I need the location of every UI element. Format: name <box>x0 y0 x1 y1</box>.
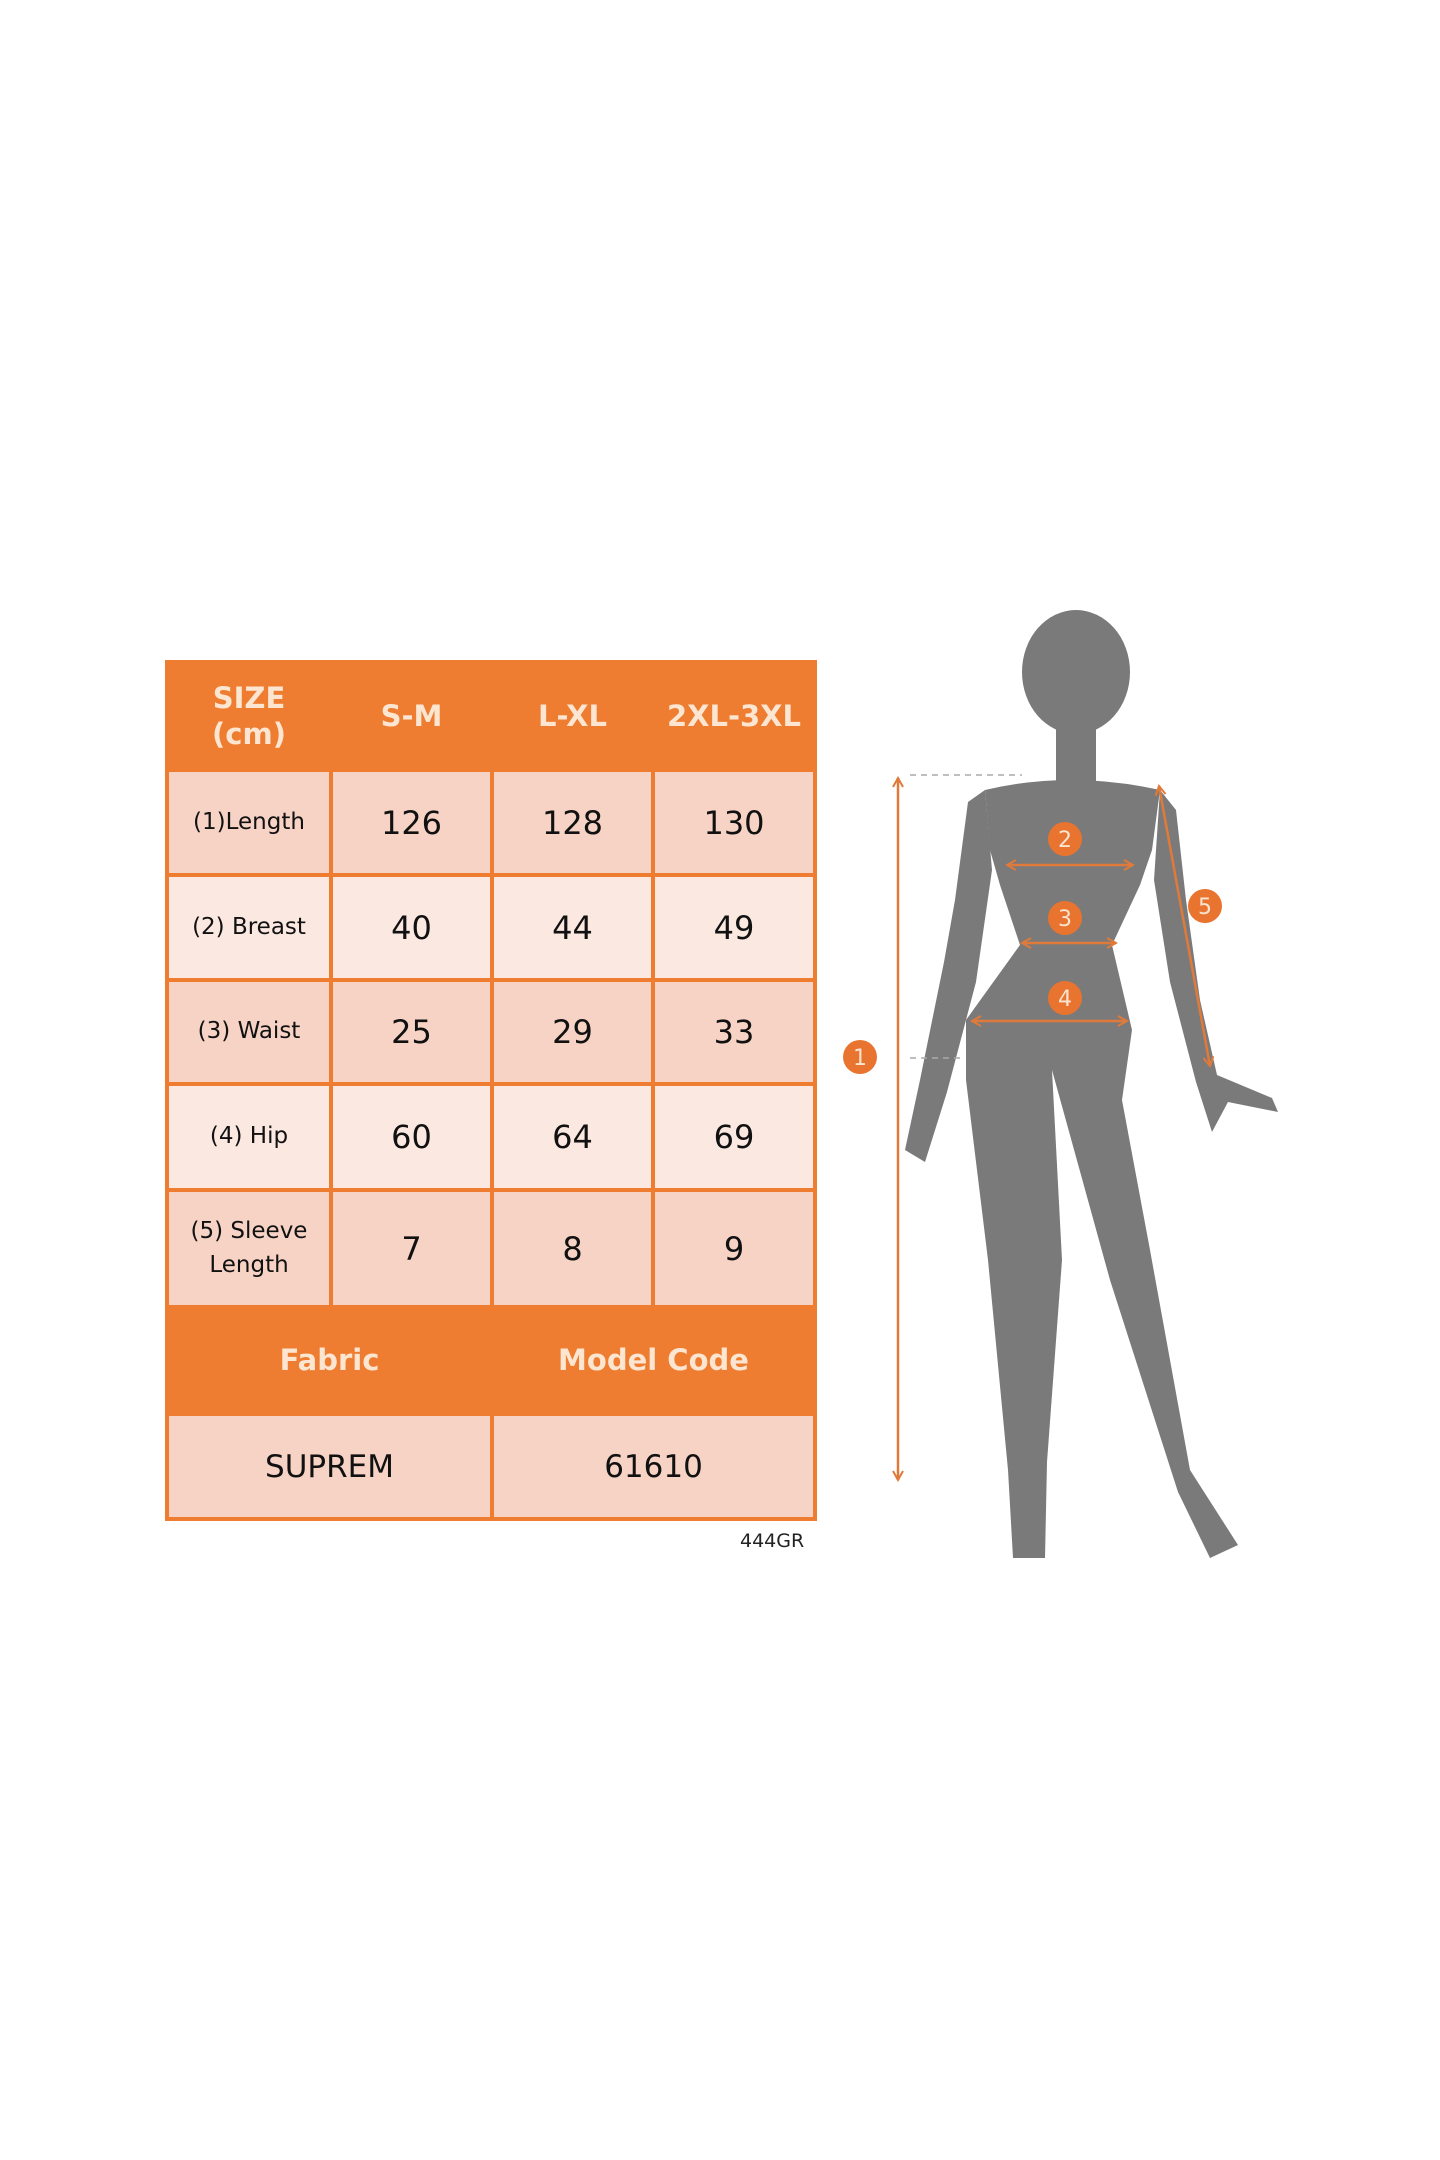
guide-lines <box>910 774 1022 1059</box>
row-label-line: Length <box>209 1251 289 1278</box>
size-column-header: L-XL <box>490 660 655 772</box>
row-label: (5) Sleeve Length <box>165 1188 333 1309</box>
table-row: (5) Sleeve Length 7 8 9 <box>165 1188 817 1309</box>
table-cell: 49 <box>651 873 817 982</box>
model-code-header: Model Code <box>490 1305 817 1416</box>
row-label: (2) Breast <box>165 873 333 982</box>
row-label: (3) Waist <box>165 978 333 1086</box>
sleeve-arrow <box>1159 786 1210 1066</box>
svg-text:3: 3 <box>1058 907 1072 932</box>
svg-text:1: 1 <box>853 1046 867 1071</box>
size-column-header: 2XL-3XL <box>651 660 817 772</box>
footer-value-row: SUPREM 61610 <box>165 1412 817 1521</box>
table-cell: 33 <box>651 978 817 1086</box>
code-note: 444GR <box>740 1530 805 1552</box>
marker-5-icon: 5 <box>1188 889 1222 923</box>
table-cell: 126 <box>329 768 494 877</box>
fabric-header: Fabric <box>165 1305 494 1416</box>
measurement-arrows <box>898 778 1210 1480</box>
marker-1-icon: 1 <box>843 1040 877 1074</box>
table-cell: 64 <box>490 1082 655 1192</box>
table-cell: 44 <box>490 873 655 982</box>
row-label-line: (5) Sleeve <box>190 1218 308 1245</box>
table-cell: 60 <box>329 1082 494 1192</box>
table-cell: 9 <box>651 1188 817 1309</box>
size-column-header: S-M <box>329 660 494 772</box>
size-label: SIZE <box>212 680 286 715</box>
svg-text:4: 4 <box>1058 987 1072 1012</box>
table-cell: 130 <box>651 768 817 877</box>
table-cell: 8 <box>490 1188 655 1309</box>
marker-3-icon: 3 <box>1048 901 1082 935</box>
footer-header-row: Fabric Model Code <box>165 1305 817 1416</box>
unit-label: (cm) <box>212 717 286 751</box>
row-label: (4) Hip <box>165 1082 333 1192</box>
header-row: SIZE (cm) S-M L-XL 2XL-3XL <box>165 660 817 772</box>
marker-4-icon: 4 <box>1048 981 1082 1015</box>
measurement-markers: 1 2 3 4 5 <box>843 822 1222 1074</box>
size-header-cell: SIZE (cm) <box>165 660 333 772</box>
silhouette-icon <box>905 610 1278 1558</box>
table-cell: 25 <box>329 978 494 1086</box>
table-cell: 128 <box>490 768 655 877</box>
row-label: (1)Length <box>165 768 333 877</box>
marker-2-icon: 2 <box>1048 822 1082 856</box>
table-cell: 29 <box>490 978 655 1086</box>
svg-text:2: 2 <box>1058 828 1072 853</box>
table-cell: 7 <box>329 1188 494 1309</box>
model-code-value: 61610 <box>490 1412 817 1521</box>
table-row: (2) Breast 40 44 49 <box>165 873 817 982</box>
svg-text:5: 5 <box>1198 895 1212 920</box>
table-row: (1)Length 126 128 130 <box>165 768 817 877</box>
fabric-value: SUPREM <box>165 1412 494 1521</box>
table-cell: 40 <box>329 873 494 982</box>
table-row: (4) Hip 60 64 69 <box>165 1082 817 1192</box>
table-row: (3) Waist 25 29 33 <box>165 978 817 1086</box>
table-cell: 69 <box>651 1082 817 1192</box>
size-chart-table: SIZE (cm) S-M L-XL 2XL-3XL (1)Length 126 … <box>165 660 817 1521</box>
